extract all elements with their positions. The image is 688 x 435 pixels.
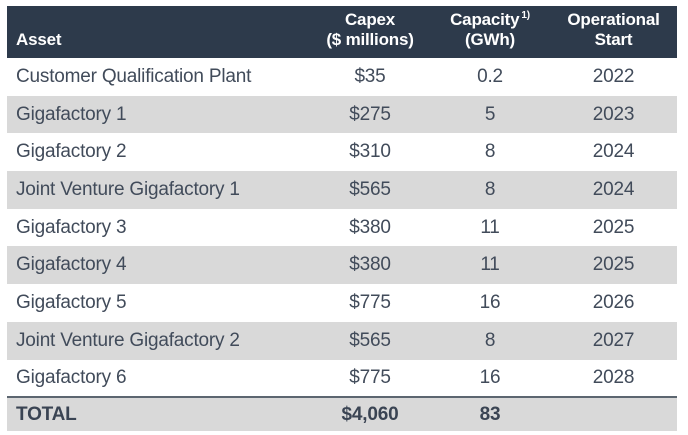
table-row: Joint Venture Gigafactory 2 $565 8 2027 <box>7 321 677 360</box>
cell-asset: Gigafactory 1 <box>7 95 310 134</box>
capex-capacity-table: Asset Capex ($ millions) Capacity 1) (GWh… <box>7 6 677 432</box>
cell-capacity: 5 <box>430 95 550 134</box>
column-header-asset-label: Asset <box>16 29 62 49</box>
cell-capex: $35 <box>310 58 430 96</box>
table-row: Gigafactory 2 $310 8 2024 <box>7 133 677 172</box>
cell-asset: Gigafactory 4 <box>7 246 310 285</box>
cell-operational-start: 2023 <box>550 95 677 134</box>
total-label: TOTAL <box>7 396 310 432</box>
table-row: Gigafactory 3 $380 11 2025 <box>7 208 677 247</box>
table-row: Gigafactory 6 $775 16 2028 <box>7 359 677 398</box>
cell-capacity: 11 <box>430 208 550 247</box>
cell-operational-start: 2024 <box>550 171 677 209</box>
total-capacity: 83 <box>430 396 550 432</box>
footnote-marker: 1) <box>521 10 530 22</box>
cell-capex: $275 <box>310 95 430 134</box>
cell-operational-start: 2027 <box>550 321 677 360</box>
table-row: Customer Qualification Plant $35 0.2 202… <box>7 58 677 96</box>
table-row: Gigafactory 1 $275 5 2023 <box>7 95 677 134</box>
cell-operational-start: 2025 <box>550 208 677 247</box>
total-start <box>550 396 677 432</box>
column-header-capacity-line2: (GWh) <box>465 29 515 49</box>
cell-operational-start: 2022 <box>550 58 677 96</box>
cell-capacity: 0.2 <box>430 58 550 96</box>
cell-capacity: 11 <box>430 246 550 285</box>
table-footer: TOTAL $4,060 83 <box>7 396 677 432</box>
cell-capex: $565 <box>310 321 430 360</box>
cell-capex: $380 <box>310 208 430 247</box>
column-header-start-line1: Operational <box>567 9 660 29</box>
cell-capex: $380 <box>310 246 430 285</box>
column-header-operational-start: Operational Start <box>550 6 677 58</box>
total-capex: $4,060 <box>310 396 430 432</box>
column-header-capacity-line1: Capacity <box>450 9 520 29</box>
column-header-asset: Asset <box>7 6 310 58</box>
cell-operational-start: 2026 <box>550 284 677 322</box>
cell-capacity: 8 <box>430 321 550 360</box>
header-row: Asset Capex ($ millions) Capacity 1) (GWh… <box>7 6 677 58</box>
table-body: Customer Qualification Plant $35 0.2 202… <box>7 58 677 398</box>
column-header-capex-line2: ($ millions) <box>326 29 414 49</box>
table-row: Gigafactory 4 $380 11 2025 <box>7 246 677 285</box>
cell-asset: Gigafactory 3 <box>7 208 310 247</box>
cell-asset: Customer Qualification Plant <box>7 58 310 96</box>
table-row: Joint Venture Gigafactory 1 $565 8 2024 <box>7 171 677 209</box>
cell-operational-start: 2028 <box>550 359 677 398</box>
column-header-start-line2: Start <box>594 29 633 49</box>
cell-operational-start: 2025 <box>550 246 677 285</box>
cell-capacity: 16 <box>430 284 550 322</box>
cell-asset: Gigafactory 5 <box>7 284 310 322</box>
cell-asset: Joint Venture Gigafactory 1 <box>7 171 310 209</box>
cell-capex: $310 <box>310 133 430 172</box>
column-header-capacity: Capacity 1) (GWh) <box>430 6 550 58</box>
cell-capex: $565 <box>310 171 430 209</box>
cell-capacity: 8 <box>430 133 550 172</box>
cell-asset: Gigafactory 2 <box>7 133 310 172</box>
total-row: TOTAL $4,060 83 <box>7 396 677 432</box>
cell-capacity: 8 <box>430 171 550 209</box>
table-row: Gigafactory 5 $775 16 2026 <box>7 284 677 322</box>
table-header: Asset Capex ($ millions) Capacity 1) (GWh… <box>7 6 677 58</box>
cell-capex: $775 <box>310 284 430 322</box>
cell-capex: $775 <box>310 359 430 398</box>
cell-capacity: 16 <box>430 359 550 398</box>
cell-operational-start: 2024 <box>550 133 677 172</box>
cell-asset: Gigafactory 6 <box>7 359 310 398</box>
column-header-capex: Capex ($ millions) <box>310 6 430 58</box>
cell-asset: Joint Venture Gigafactory 2 <box>7 321 310 360</box>
column-header-capex-line1: Capex <box>344 9 396 29</box>
